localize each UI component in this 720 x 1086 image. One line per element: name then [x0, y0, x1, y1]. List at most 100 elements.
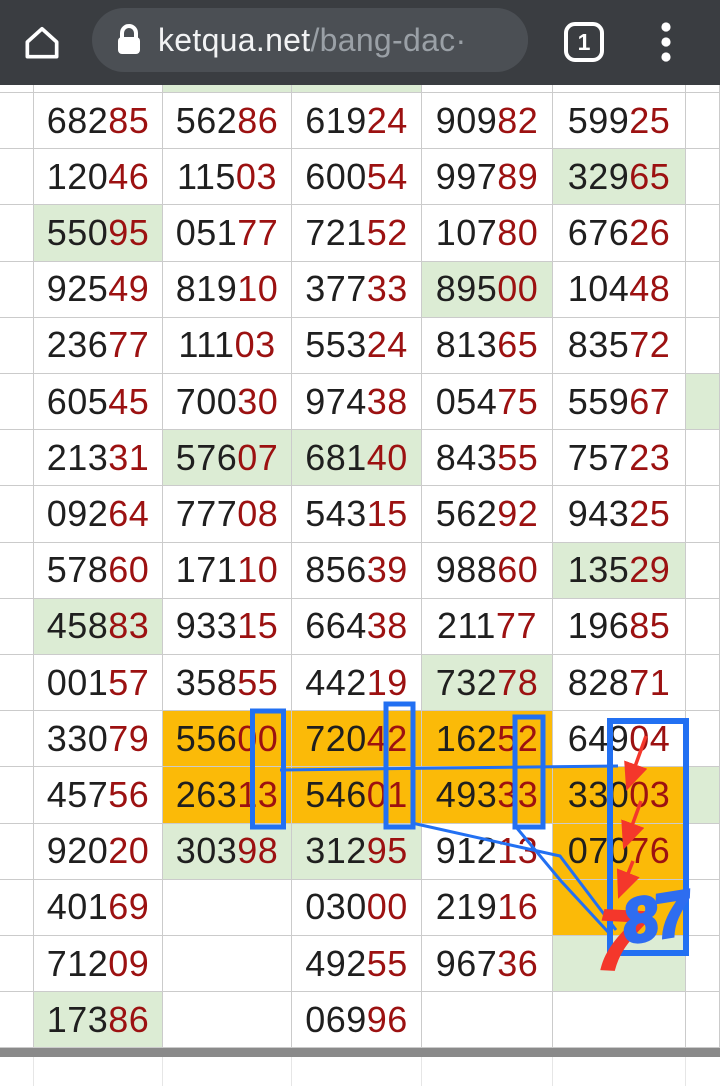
tab-switcher-button[interactable]: 1 [560, 16, 608, 68]
digits-red: 55 [366, 942, 408, 984]
number-cell-r9c4: 988 60 [422, 542, 553, 599]
digits-red: 55 [497, 436, 539, 478]
digits-red: 96 [366, 998, 408, 1040]
table-cell-sliver-right-r5 [686, 317, 720, 374]
digits-black: 493 [435, 773, 498, 815]
tab-count: 1 [578, 29, 591, 55]
number-cell-r13c1: 457 56 [34, 767, 163, 824]
number-cell-r9c1: 578 60 [34, 542, 163, 599]
number-cell-r15c5 [553, 879, 686, 936]
overflow-menu-button[interactable] [644, 14, 688, 70]
digits-red: 46 [108, 155, 150, 197]
digits-red: 78 [497, 661, 539, 703]
column-divider [421, 1057, 422, 1086]
digits-black: 196 [567, 605, 630, 647]
number-cell-r14c2: 303 98 [163, 823, 292, 880]
tab-count-box-icon [564, 22, 604, 62]
kebab-menu-icon [661, 22, 671, 62]
number-cell-r12c2: 556 00 [163, 711, 292, 768]
number-cell-r11c3: 442 19 [292, 655, 422, 712]
number-cell-r13c2: 263 13 [163, 767, 292, 824]
digits-red: 95 [366, 830, 408, 872]
number-cell-r14c1: 920 20 [34, 823, 163, 880]
digits-red: 48 [629, 268, 671, 310]
digits-red: 10 [237, 268, 279, 310]
number-cell-r17c1: 173 86 [34, 992, 163, 1049]
number-cell-r14c5: 070 76 [553, 823, 686, 880]
digits-red: 67 [629, 380, 671, 422]
browser-toolbar: ketqua.net/bang-dac· 1 [0, 0, 720, 85]
table-cell-gutter-left-r9 [0, 542, 34, 599]
number-cell-r7c2: 576 07 [163, 430, 292, 487]
digits-red: 39 [366, 549, 408, 591]
number-cell-r5c4: 813 65 [422, 317, 553, 374]
digits-black: 925 [46, 268, 109, 310]
digits-red: 89 [497, 155, 539, 197]
digits-red: 03 [235, 155, 277, 197]
digits-black: 550 [46, 211, 109, 253]
digits-red: 55 [237, 661, 279, 703]
digits-black: 543 [305, 492, 367, 534]
digits-black: 330 [46, 717, 109, 759]
table-cell-partial-top-c4 [422, 85, 553, 93]
digits-red: 86 [108, 998, 150, 1040]
number-cell-r7c1: 213 31 [34, 430, 163, 487]
number-cell-r3c3: 721 52 [292, 205, 422, 262]
digits-black: 377 [305, 268, 367, 310]
digits-black: 358 [175, 661, 238, 703]
digits-black: 895 [435, 268, 498, 310]
digits-red: 26 [629, 211, 671, 253]
number-cell-r2c5: 329 65 [553, 149, 686, 206]
digits-red: 42 [366, 717, 408, 759]
number-cell-r15c1: 401 69 [34, 879, 163, 936]
number-cell-r8c5: 943 25 [553, 486, 686, 543]
number-cell-r17c2 [163, 992, 292, 1049]
number-cell-r8c2: 777 08 [163, 486, 292, 543]
number-cell-r4c3: 377 33 [292, 261, 422, 318]
number-cell-r1c4: 909 82 [422, 93, 553, 150]
number-cell-r8c1: 092 64 [34, 486, 163, 543]
digits-black: 757 [567, 436, 630, 478]
number-cell-r7c4: 843 55 [422, 430, 553, 487]
digits-red: 36 [497, 942, 539, 984]
digits-red: 03 [629, 773, 671, 815]
number-cell-r5c3: 553 24 [292, 317, 422, 374]
number-cell-r5c5: 835 72 [553, 317, 686, 374]
address-bar[interactable]: ketqua.net/bang-dac· [92, 8, 528, 72]
number-cell-r10c3: 664 38 [292, 598, 422, 655]
digits-black: 001 [46, 661, 109, 703]
digits-red: 60 [108, 549, 150, 591]
table-cell-gutter-left-r15 [0, 879, 34, 936]
digits-red: 60 [497, 549, 539, 591]
digits-black: 070 [567, 830, 630, 872]
digits-black: 457 [46, 773, 109, 815]
table-cell-sliver-right-r4 [686, 261, 720, 318]
table-cell-gutter-left-r17 [0, 992, 34, 1049]
table-cell-sliver-right-r7 [686, 430, 720, 487]
number-cell-r5c2: 111 03 [163, 317, 292, 374]
digits-red: 92 [497, 492, 539, 534]
digits-red: 98 [237, 830, 279, 872]
digits-black: 219 [435, 886, 498, 928]
number-cell-r1c1: 682 85 [34, 93, 163, 150]
digits-black: 649 [567, 717, 630, 759]
table-cell-gutter-left-r16 [0, 936, 34, 993]
digits-black: 777 [175, 492, 238, 534]
number-cell-r6c5: 559 67 [553, 374, 686, 431]
digits-red: 04 [629, 717, 671, 759]
table-cell-partial-top-c0 [0, 85, 34, 93]
number-cell-r7c5: 757 23 [553, 430, 686, 487]
digits-black: 120 [46, 155, 109, 197]
number-cell-r17c3: 069 96 [292, 992, 422, 1049]
home-button[interactable] [18, 16, 66, 68]
number-cell-r3c2: 051 77 [163, 205, 292, 262]
number-cell-r15c3: 030 00 [292, 879, 422, 936]
digits-black: 681 [305, 436, 367, 478]
digits-black: 330 [567, 773, 630, 815]
digits-black: 111 [178, 324, 235, 366]
digits-black: 813 [435, 324, 498, 366]
digits-red: 30 [237, 380, 279, 422]
digits-black: 236 [46, 324, 109, 366]
digits-black: 559 [567, 380, 630, 422]
